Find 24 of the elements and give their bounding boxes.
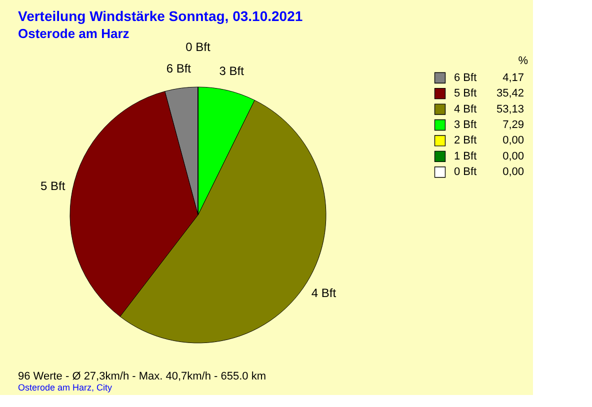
legend-label: 4 Bft xyxy=(454,103,477,116)
text: 0,00 xyxy=(502,166,524,178)
data-label: 35,42 xyxy=(496,88,524,100)
data-label: 7,29 xyxy=(502,119,524,131)
legend-label: 6 Bft xyxy=(454,72,477,84)
chart-subtitle: Osterode am Harz xyxy=(18,26,130,41)
text: Osterode am Harz, City xyxy=(18,382,113,392)
data-label: 4,17 xyxy=(502,72,524,84)
slice-label: 6 Bft xyxy=(166,61,192,76)
legend-label: 1 Bft xyxy=(454,150,477,162)
legend-label: 5 Bft xyxy=(454,88,477,100)
legend-title: % xyxy=(518,55,528,67)
legend-label: 0 Bft xyxy=(454,166,477,178)
text: 0,00 xyxy=(502,134,524,147)
slice-label: 4 Bft xyxy=(311,286,337,300)
text: 0,00 xyxy=(502,150,524,162)
slice-label: 3 Bft xyxy=(219,64,245,78)
legend-label: 2 Bft xyxy=(454,134,477,147)
slice-label: 5 Bft xyxy=(40,179,66,194)
legend-label: 3 Bft xyxy=(454,119,477,131)
category-label: 0 Bft xyxy=(186,40,210,54)
text: 96 Werte - Ø 27,3km/h - Max. 40,7km/h - 655.0 km xyxy=(18,370,266,382)
chart-title: Verteilung Windstärke Sonntag, 03.10.2021 xyxy=(18,8,303,24)
data-label: 53,13 xyxy=(496,103,524,116)
